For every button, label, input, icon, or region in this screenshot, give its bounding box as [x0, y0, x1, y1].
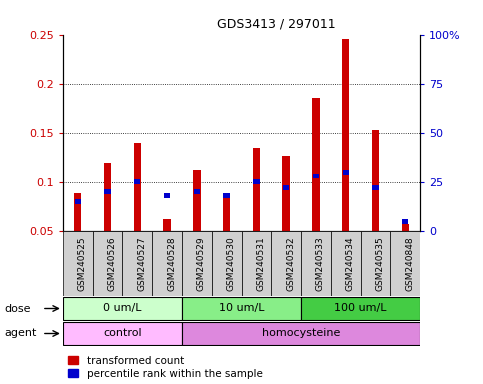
FancyBboxPatch shape	[182, 322, 420, 345]
Bar	[74, 193, 81, 231]
Bar	[313, 174, 319, 179]
Text: dose: dose	[5, 303, 31, 313]
Text: GSM240528: GSM240528	[167, 236, 176, 291]
FancyBboxPatch shape	[242, 231, 271, 296]
Text: GSM240848: GSM240848	[405, 236, 414, 291]
Bar	[313, 98, 320, 231]
FancyBboxPatch shape	[301, 231, 331, 296]
Bar	[223, 197, 230, 231]
Bar	[134, 142, 141, 231]
FancyBboxPatch shape	[301, 297, 420, 320]
Bar	[74, 199, 81, 204]
FancyBboxPatch shape	[390, 231, 420, 296]
Bar	[193, 170, 200, 231]
Text: control: control	[103, 328, 142, 339]
Text: GSM240527: GSM240527	[137, 236, 146, 291]
Bar	[402, 224, 409, 231]
Text: GSM240526: GSM240526	[108, 236, 116, 291]
Text: 10 um/L: 10 um/L	[219, 303, 264, 313]
FancyBboxPatch shape	[271, 231, 301, 296]
FancyBboxPatch shape	[361, 231, 390, 296]
Bar	[224, 193, 230, 198]
Text: GSM240533: GSM240533	[316, 236, 325, 291]
Text: agent: agent	[5, 328, 37, 339]
Text: GSM240534: GSM240534	[346, 236, 355, 291]
FancyBboxPatch shape	[152, 231, 182, 296]
FancyBboxPatch shape	[331, 231, 361, 296]
Bar	[104, 189, 111, 194]
Bar	[164, 193, 170, 198]
Bar	[104, 163, 111, 231]
Text: 100 um/L: 100 um/L	[334, 303, 387, 313]
Legend: transformed count, percentile rank within the sample: transformed count, percentile rank withi…	[68, 356, 263, 379]
Bar	[253, 179, 259, 184]
Text: homocysteine: homocysteine	[262, 328, 340, 339]
Bar	[342, 40, 349, 231]
FancyBboxPatch shape	[182, 297, 301, 320]
Text: GSM240525: GSM240525	[78, 236, 86, 291]
FancyBboxPatch shape	[182, 231, 212, 296]
Text: GSM240531: GSM240531	[256, 236, 265, 291]
Text: GSM240532: GSM240532	[286, 236, 295, 291]
Text: GDS3413 / 297011: GDS3413 / 297011	[217, 18, 336, 31]
Text: GSM240529: GSM240529	[197, 236, 206, 291]
Bar	[342, 170, 349, 174]
Text: GSM240535: GSM240535	[376, 236, 384, 291]
Bar	[372, 130, 379, 231]
Bar	[134, 179, 141, 184]
FancyBboxPatch shape	[63, 231, 93, 296]
FancyBboxPatch shape	[63, 297, 182, 320]
Bar	[253, 147, 260, 231]
Bar	[163, 219, 170, 231]
Bar	[283, 185, 289, 190]
Bar	[283, 156, 290, 231]
FancyBboxPatch shape	[63, 322, 182, 345]
FancyBboxPatch shape	[122, 231, 152, 296]
Text: 0 um/L: 0 um/L	[103, 303, 142, 313]
Bar	[402, 219, 409, 223]
Text: GSM240530: GSM240530	[227, 236, 236, 291]
Bar	[194, 189, 200, 194]
FancyBboxPatch shape	[93, 231, 122, 296]
FancyBboxPatch shape	[212, 231, 242, 296]
Bar	[372, 185, 379, 190]
